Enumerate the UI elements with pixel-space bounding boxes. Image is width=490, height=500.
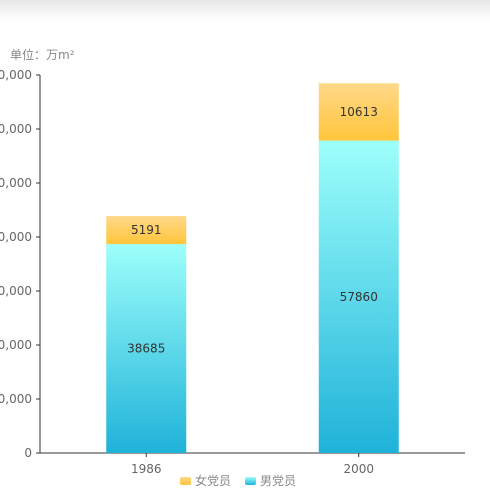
y-tick-label: 40,000	[0, 230, 32, 244]
bar-male-1986	[106, 244, 187, 453]
legend-swatch-female	[180, 476, 191, 485]
bar-female-2000	[318, 83, 399, 141]
legend-label-female: 女党员	[195, 474, 232, 488]
unit-label: 单位：万m²	[10, 48, 75, 62]
y-tick-label: 30,000	[0, 284, 32, 298]
y-tick-label: 20,000	[0, 338, 32, 352]
y-tick-label: 50,000	[0, 176, 32, 190]
legend-label-male: 男党员	[260, 474, 297, 488]
data-label-female-2000: 10613	[340, 105, 378, 119]
y-tick-label: 0	[24, 446, 32, 460]
legend-item-male[interactable]: 男党员	[245, 472, 296, 489]
bar-male-2000	[318, 140, 399, 453]
data-label-male-1986: 38685	[127, 342, 165, 356]
y-tick-label: 70,000	[0, 68, 32, 82]
legend-item-female[interactable]: 女党员	[180, 472, 231, 489]
legend: 女党员 男党员	[180, 472, 296, 489]
bar-female-1986	[106, 216, 187, 245]
x-tick-label: 2000	[343, 462, 374, 476]
x-tick-label: 1986	[131, 462, 162, 476]
legend-swatch-male	[245, 476, 257, 485]
top-shade	[0, 0, 490, 20]
y-tick-label: 60,000	[0, 122, 32, 136]
y-tick-label: 10,000	[0, 392, 32, 406]
data-label-male-2000: 57860	[340, 290, 378, 304]
data-label-female-1986: 5191	[131, 223, 162, 237]
